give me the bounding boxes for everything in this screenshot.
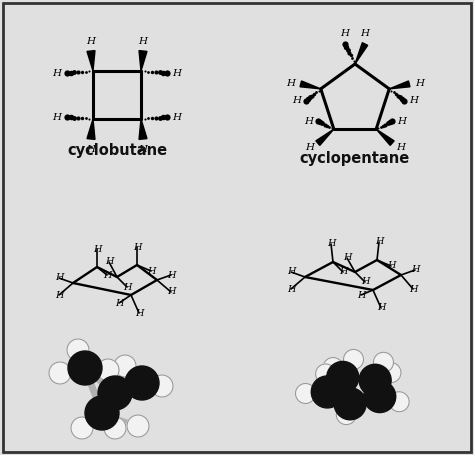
Circle shape — [364, 380, 396, 413]
Text: H: H — [173, 112, 182, 121]
Polygon shape — [389, 81, 410, 89]
Text: cyclopentane: cyclopentane — [300, 151, 410, 166]
Circle shape — [68, 351, 102, 385]
Text: H: H — [409, 284, 417, 293]
Circle shape — [337, 404, 356, 425]
Text: H: H — [147, 267, 155, 275]
Circle shape — [71, 417, 93, 439]
Text: H: H — [340, 30, 349, 39]
Text: H: H — [138, 36, 147, 46]
Polygon shape — [139, 51, 147, 71]
Polygon shape — [87, 119, 95, 139]
Text: H: H — [138, 145, 147, 153]
Text: H: H — [53, 69, 62, 77]
Text: cyclobutane: cyclobutane — [67, 142, 167, 157]
Circle shape — [316, 364, 336, 384]
Text: H: H — [292, 96, 301, 106]
Text: H: H — [387, 262, 395, 271]
Text: H: H — [411, 266, 419, 274]
Text: H: H — [53, 112, 62, 121]
Text: H: H — [167, 271, 175, 279]
Polygon shape — [139, 119, 147, 139]
Text: H: H — [103, 271, 111, 279]
Text: H: H — [305, 142, 314, 152]
Text: H: H — [287, 284, 295, 293]
Text: H: H — [115, 298, 123, 308]
Circle shape — [104, 417, 126, 439]
Circle shape — [97, 359, 119, 381]
Circle shape — [327, 361, 359, 394]
Circle shape — [151, 375, 173, 397]
Text: H: H — [167, 288, 175, 297]
Text: H: H — [86, 36, 95, 46]
Text: H: H — [86, 145, 95, 153]
Text: H: H — [105, 258, 113, 267]
Circle shape — [344, 349, 364, 369]
Circle shape — [98, 376, 132, 410]
Circle shape — [334, 388, 366, 420]
Text: H: H — [361, 278, 369, 287]
Polygon shape — [376, 129, 394, 146]
Circle shape — [374, 352, 393, 372]
Circle shape — [381, 363, 401, 383]
Text: H: H — [377, 303, 385, 313]
Text: H: H — [55, 290, 63, 299]
Polygon shape — [87, 51, 95, 71]
Circle shape — [49, 362, 71, 384]
Text: H: H — [396, 142, 405, 152]
Text: H: H — [123, 283, 131, 292]
Text: H: H — [93, 244, 101, 253]
Polygon shape — [300, 81, 321, 89]
Circle shape — [328, 376, 348, 396]
Text: H: H — [409, 96, 418, 106]
Circle shape — [67, 339, 89, 361]
Circle shape — [114, 355, 136, 377]
Text: H: H — [135, 308, 143, 318]
Text: H: H — [415, 79, 424, 88]
Circle shape — [295, 384, 316, 404]
Text: H: H — [339, 268, 347, 277]
Circle shape — [127, 415, 149, 437]
Circle shape — [364, 369, 384, 389]
Text: H: H — [357, 290, 365, 299]
Polygon shape — [355, 43, 368, 64]
Circle shape — [389, 392, 409, 412]
Polygon shape — [316, 129, 334, 146]
Text: H: H — [327, 239, 335, 248]
Text: H: H — [343, 253, 351, 263]
Text: H: H — [375, 238, 383, 247]
Circle shape — [359, 364, 391, 396]
Text: H: H — [286, 79, 295, 88]
Circle shape — [311, 376, 343, 408]
Text: H: H — [397, 116, 406, 126]
Text: H: H — [304, 116, 313, 126]
Text: H: H — [133, 243, 141, 252]
Circle shape — [323, 358, 343, 378]
Text: H: H — [173, 69, 182, 77]
Circle shape — [85, 396, 119, 430]
Text: H: H — [361, 30, 370, 39]
Circle shape — [125, 366, 159, 400]
Text: H: H — [287, 268, 295, 277]
Text: H: H — [55, 273, 63, 283]
